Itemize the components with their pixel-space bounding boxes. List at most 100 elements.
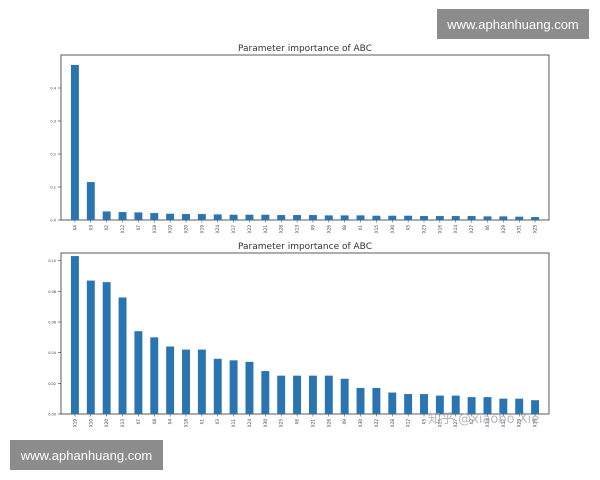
y-tick-label: 0.0	[50, 219, 56, 223]
bar	[420, 216, 428, 220]
x-tick-label: X20	[184, 225, 189, 234]
x-tick-label: X10	[168, 225, 173, 234]
bar	[308, 375, 317, 414]
bar	[293, 375, 302, 414]
bar	[340, 378, 349, 414]
bar	[213, 214, 222, 220]
x-tick-label: X10	[88, 419, 93, 428]
x-tick-label: X31	[517, 225, 522, 234]
bar	[245, 361, 254, 414]
x-tick-label: X13	[120, 419, 125, 428]
x-tick-label: X14	[453, 225, 458, 234]
x-tick-label: X25	[533, 225, 538, 234]
bar	[499, 398, 508, 414]
bar	[229, 214, 238, 220]
bar	[324, 215, 333, 220]
y-tick-label: 0.02	[48, 382, 56, 386]
x-tick-label: X7	[136, 225, 141, 231]
bar	[388, 215, 397, 220]
bar	[356, 215, 365, 220]
x-tick-label: X6	[295, 419, 300, 425]
bar	[451, 395, 460, 414]
bar	[166, 213, 175, 220]
x-tick-label: X21	[263, 225, 268, 234]
bar	[86, 182, 95, 220]
x-tick-label: X1	[199, 419, 204, 425]
bar	[388, 392, 397, 414]
y-tick-label: 0.1	[50, 186, 56, 190]
bar	[118, 212, 127, 220]
x-tick-label: X29	[517, 419, 522, 428]
y-tick-label: 0.00	[48, 413, 56, 417]
bar	[308, 215, 317, 220]
bar	[467, 397, 476, 414]
x-tick-label: X12	[120, 225, 125, 234]
x-tick-label: X30	[390, 225, 395, 234]
x-tick-label: X18	[184, 419, 189, 428]
x-tick-label: X14	[485, 419, 490, 428]
chart-2: Parameter importance of ABC 0.00 0.02 0.04 0…	[48, 242, 550, 428]
x-tick-label: X19	[199, 225, 204, 234]
x-tick-label: X2	[469, 419, 474, 425]
bar	[499, 216, 508, 220]
x-tick-label: X26	[326, 225, 331, 234]
x-tick-label: X18	[152, 225, 157, 234]
bar	[372, 215, 381, 220]
chart-title: Parameter importance of ABC	[238, 242, 372, 252]
x-tick-label: X5	[406, 225, 411, 231]
bar	[182, 349, 190, 414]
x-tick-label: X19	[72, 419, 77, 428]
y-tick-label: 0.4	[50, 87, 56, 91]
x-tick-label: X15	[374, 225, 379, 234]
x-tick-label: X9	[310, 225, 315, 231]
x-tick-label: X17	[501, 419, 506, 428]
bar	[134, 331, 143, 414]
x-tick-label: X22	[374, 419, 379, 428]
x-tick-label: X22	[247, 225, 252, 234]
x-tick-label: X30	[263, 419, 268, 428]
x-tick-label: X8	[342, 225, 347, 231]
x-tick-label: X28	[279, 225, 284, 234]
x-tick-label: X15	[437, 419, 442, 428]
x-tick-label: X20	[104, 419, 109, 428]
bar	[229, 360, 238, 414]
x-tick-label: X26	[326, 419, 331, 428]
bar	[70, 64, 79, 221]
x-tick-label: X27	[469, 225, 474, 234]
x-tick-label: X12	[406, 419, 411, 428]
x-tick-label: X3	[215, 419, 220, 425]
x-tick-label: X11	[231, 419, 236, 428]
y-tick-label: 0.3	[50, 120, 56, 124]
bar	[340, 215, 349, 220]
watermark-zhihu: 知乎 @xiaobo Xie	[428, 412, 540, 427]
bar	[356, 387, 365, 414]
bar	[102, 211, 111, 220]
y-tick-label: 0.08	[48, 290, 56, 294]
watermark-top: www.aphanhuang.com	[437, 9, 589, 39]
x-tick-label: X27	[453, 419, 458, 428]
x-tick-label: X23	[422, 225, 427, 234]
bar	[324, 375, 333, 414]
x-tick-label: X4	[72, 225, 77, 231]
x-tick-label: X21	[310, 419, 315, 428]
x-tick-label: X9	[342, 419, 347, 425]
bar	[261, 214, 270, 220]
bar	[86, 280, 95, 414]
x-tick-label: X17	[231, 225, 236, 234]
bar	[261, 371, 270, 414]
bar	[451, 216, 460, 220]
bar	[467, 216, 476, 220]
x-tick-label: X4	[168, 419, 173, 425]
x-tick-label: X7	[136, 419, 141, 425]
bar	[531, 400, 540, 414]
bar	[197, 349, 206, 414]
y-tick-label: 0.06	[48, 321, 56, 325]
plot-frame	[60, 252, 550, 415]
x-tick-label: X2	[104, 225, 109, 231]
x-tick-label: X24	[215, 225, 220, 234]
x-tick-label: X8	[152, 419, 157, 425]
bar	[213, 358, 222, 414]
chart-1: Parameter importance of ABC 0.0 0.1 0.2 0.3 0…	[50, 44, 550, 234]
x-tick-label: X29	[501, 225, 506, 234]
